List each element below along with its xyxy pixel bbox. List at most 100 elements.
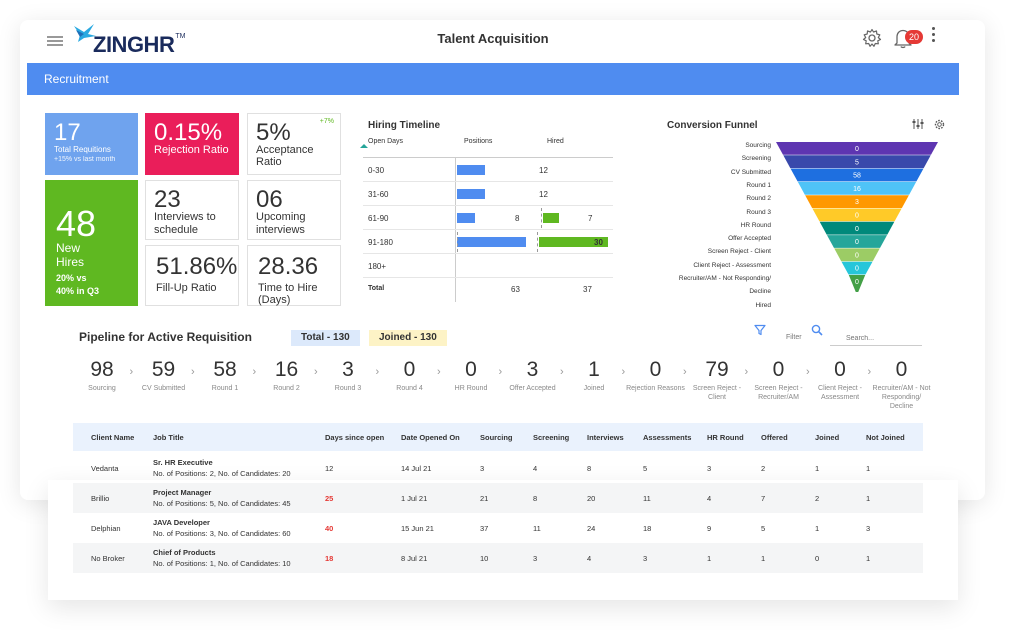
chevron-right-icon: › [437,366,441,378]
stage-count: 0 [834,358,846,381]
funnel-band[interactable] [797,181,917,195]
funnel-band[interactable] [783,155,931,169]
filter-label[interactable]: Filter [786,334,802,341]
table-row[interactable]: Delphian JAVA Developer No. of Positions: … [73,513,923,543]
pipeline-stage[interactable]: 58 Round 1 [195,358,255,393]
pipeline-stage[interactable]: 3 Offer Accepted [503,358,563,393]
funnel-stage-label: CV Submitted [730,168,771,176]
column-header[interactable]: Offered [761,433,788,442]
kpi-time-to-hire[interactable]: 28.36 Time to Hire (Days) [247,245,341,306]
kpi-interviews-to-schedule[interactable]: 23 Interviews to schedule [145,180,239,240]
cell-date: 1 Jul 21 [401,494,428,503]
job-title[interactable]: Project Manager [153,488,212,497]
pipeline-stage[interactable]: 0 Rejection Reasons [626,358,686,393]
positions-bar[interactable] [457,213,475,223]
stage-count: 0 [772,358,785,381]
table-row[interactable]: Brillio Project Manager No. of Positions: … [73,483,923,513]
pipeline-stage[interactable]: 0 Round 4 [380,358,440,393]
pipeline-stage[interactable]: 98 Sourcing [72,358,132,393]
pipeline-stage[interactable]: 1 Joined [564,358,624,393]
stage-name: Round 4 [396,385,423,392]
pipeline-stage[interactable]: 0 HR Round [441,358,501,393]
pipeline-stage[interactable]: 0 Recruiter/AM - Not Responding/ Decline [872,358,932,411]
column-header[interactable]: Job Title [153,433,184,442]
kpi-fill-up-ratio[interactable]: 51.86% Fill-Up Ratio [145,245,239,306]
hired-bar[interactable] [539,237,608,247]
pipeline-stage[interactable]: 59 CV Submitted [134,358,194,393]
column-header[interactable]: Client Name [91,433,135,442]
stage-count: 3 [342,358,354,381]
cell-joined: 0 [815,554,820,563]
positions-bar[interactable] [457,189,485,199]
sort-icon[interactable] [360,144,368,148]
kpi-label-line1: Upcoming [256,211,306,223]
pipeline-stage[interactable]: 16 Round 2 [257,358,317,393]
stage-name: Rejection Reasons [626,385,685,392]
kpi-new-hires[interactable]: 48 New Hires 20% vs 40% in Q3 [45,180,138,306]
pipeline-stage[interactable]: 79 Screen Reject - Client [687,358,747,402]
kpi-label: Acceptance Ratio [256,144,314,168]
funnel-band[interactable] [805,195,909,208]
pipeline-stage[interactable]: 0 Client Reject - Assessment [810,358,870,402]
menu-icon[interactable] [47,36,63,46]
stage-count: 79 [705,358,729,381]
funnel-band[interactable] [834,248,880,262]
hired-bar[interactable] [543,213,559,223]
sliders-icon[interactable] [911,118,925,130]
kpi-upcoming-interviews[interactable]: 06 Upcoming interviews [247,180,341,240]
column-header[interactable]: Days since open [325,433,385,442]
kpi-value: 28.36 [258,253,319,280]
positions-bar[interactable] [457,237,526,247]
table-row[interactable]: No Broker Chief of Products No. of Positio… [73,543,923,573]
funnel-band[interactable] [841,261,873,275]
search-input[interactable] [830,332,922,346]
column-header[interactable]: Not Joined [866,433,905,442]
chart-row: 61-90 8 7 [363,206,613,230]
funnel-band[interactable] [848,275,866,292]
kpi-note-line2: 40% in Q3 [56,286,100,296]
positions-bar[interactable] [457,165,485,175]
funnel-band[interactable] [776,142,938,155]
column-header[interactable]: HR Round [707,433,744,442]
tick-label: 91-180 [368,238,393,247]
kpi-label: Total Requitions [54,145,111,154]
funnel-band[interactable] [826,235,888,248]
joined-pill[interactable]: Joined - 130 [369,330,447,346]
column-header[interactable]: Joined [815,433,840,442]
cell-sourcing: 21 [480,494,489,503]
col-positions: Positions [464,138,493,145]
column-header[interactable]: Screening [533,433,570,442]
kpi-label: Rejection Ratio [154,144,229,156]
table-row[interactable]: Vedanta Sr. HR Executive No. of Positions:… [73,453,923,483]
job-title[interactable]: Chief of Products [153,548,216,557]
total-pill[interactable]: Total - 130 [291,330,360,346]
more-options-icon[interactable] [932,27,936,47]
funnel-stage-label: HR Round [740,221,771,229]
gear-icon[interactable] [862,28,882,48]
column-header[interactable]: Assessments [643,433,692,442]
filter-icon[interactable] [754,324,766,336]
kpi-note-line1: 20% vs [56,273,87,283]
funnel-band[interactable] [812,208,902,222]
pipeline-stage[interactable]: 3 Round 3 [318,358,378,393]
job-title[interactable]: JAVA Developer [153,518,210,527]
column-header[interactable]: Sourcing [480,433,513,442]
kpi-acceptance-ratio[interactable]: 5% +7% Acceptance Ratio [247,113,341,175]
funnel-value: 5 [855,159,859,166]
job-title[interactable]: Sr. HR Executive [153,458,213,467]
column-header[interactable]: Interviews [587,433,624,442]
dashboard: ZINGHR TM Talent Acquisition 20 Recruitm… [27,18,959,600]
column-header[interactable]: Date Opened On [401,433,460,442]
pipeline-stage[interactable]: 0 Screen Reject - Recruiter/AM [749,358,809,402]
search-icon[interactable] [811,324,823,336]
funnel-value: 16 [853,186,861,193]
funnel-value: 0 [855,266,859,273]
kpi-rejection-ratio[interactable]: 0.15% Rejection Ratio [145,113,239,175]
stage-count: 3 [526,358,539,381]
settings-icon[interactable] [934,119,945,130]
total-hired: 37 [583,285,592,294]
hired-label: 30 [594,238,603,247]
funnel-band[interactable] [790,168,924,182]
funnel-band[interactable] [819,221,895,235]
kpi-total-requisitions[interactable]: 17 Total Requitions +15% vs last month [45,113,138,175]
